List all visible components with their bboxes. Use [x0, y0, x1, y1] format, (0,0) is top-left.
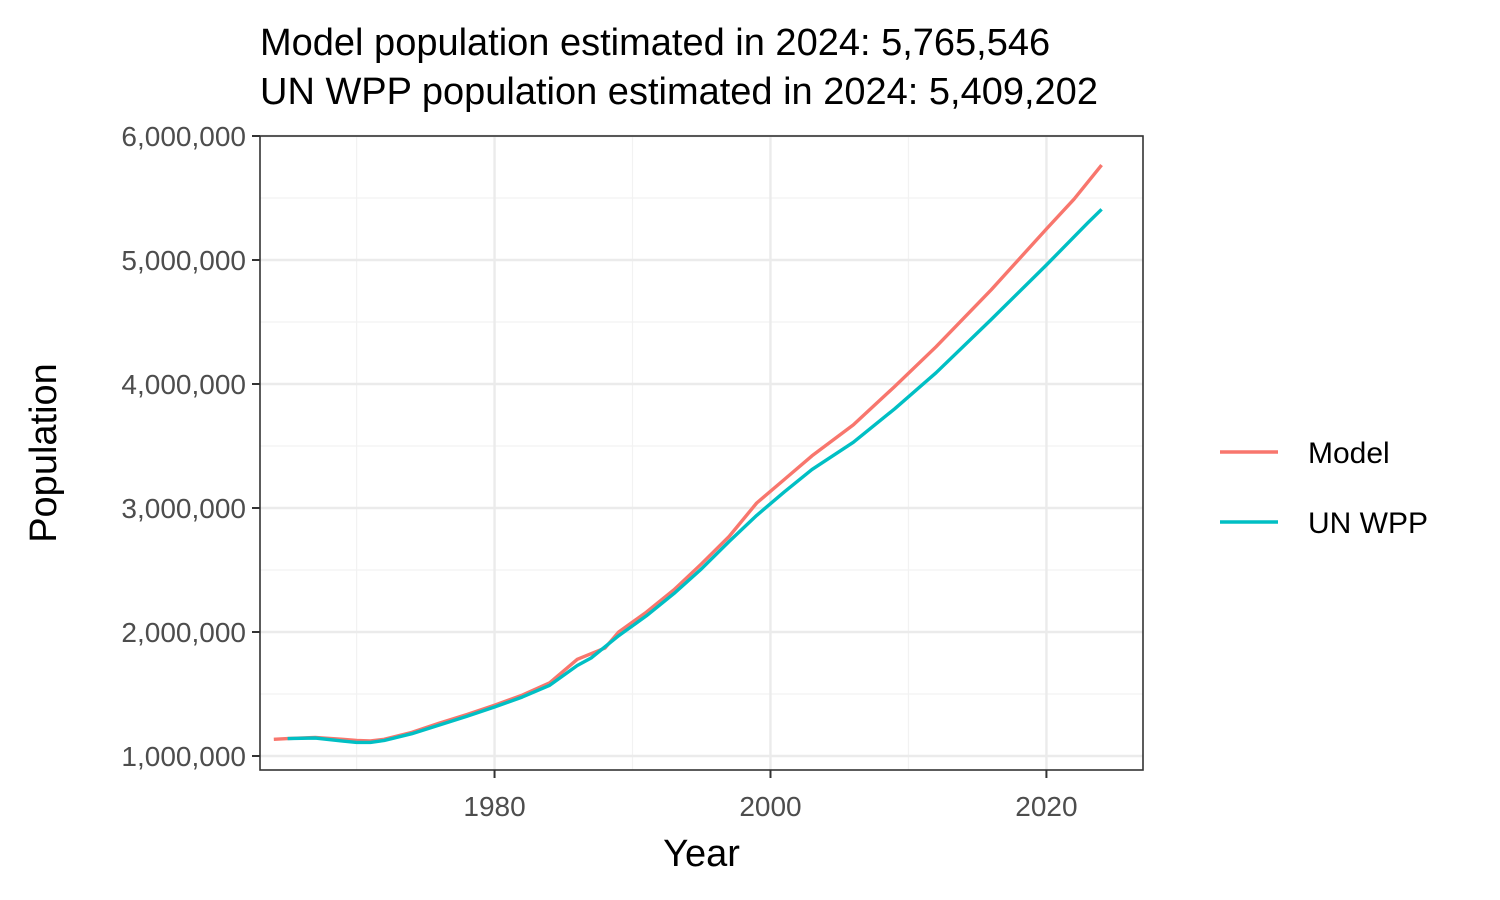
- series-line-un-wpp: [287, 208, 1103, 745]
- y-tick-label: 2,000,000: [121, 617, 246, 648]
- plot-panel-border: [259, 135, 1144, 771]
- y-axis-title: Population: [23, 363, 65, 543]
- y-tick-label: 5,000,000: [121, 245, 246, 276]
- x-tick-label: 2020: [1015, 791, 1077, 822]
- y-tick-label: 4,000,000: [121, 369, 246, 400]
- x-tick-label: 1980: [463, 791, 525, 822]
- legend: Model UN WPP: [1220, 437, 1428, 540]
- x-axis: 1980 2000 2020: [463, 770, 1078, 822]
- legend-label-model: Model: [1308, 437, 1390, 470]
- y-tick-label: 3,000,000: [121, 493, 246, 524]
- series-lines: [273, 164, 1103, 745]
- y-tick-label: 6,000,000: [121, 121, 246, 152]
- x-tick-label: 2000: [739, 791, 801, 822]
- legend-label-un-wpp: UN WPP: [1308, 507, 1428, 540]
- y-axis: 1,000,000 2,000,000 3,000,000 4,000,000 5,00…: [121, 121, 260, 772]
- x-axis-title: Year: [663, 833, 740, 875]
- chart-title-line-1: Model population estimated in 2024: 5,76…: [260, 22, 1050, 64]
- series-line-model: [273, 164, 1103, 743]
- minor-gridlines: [260, 136, 1143, 770]
- y-tick-label: 1,000,000: [121, 741, 246, 772]
- major-gridlines: [260, 134, 1143, 770]
- chart-title-line-2: UN WPP population estimated in 2024: 5,4…: [260, 71, 1098, 113]
